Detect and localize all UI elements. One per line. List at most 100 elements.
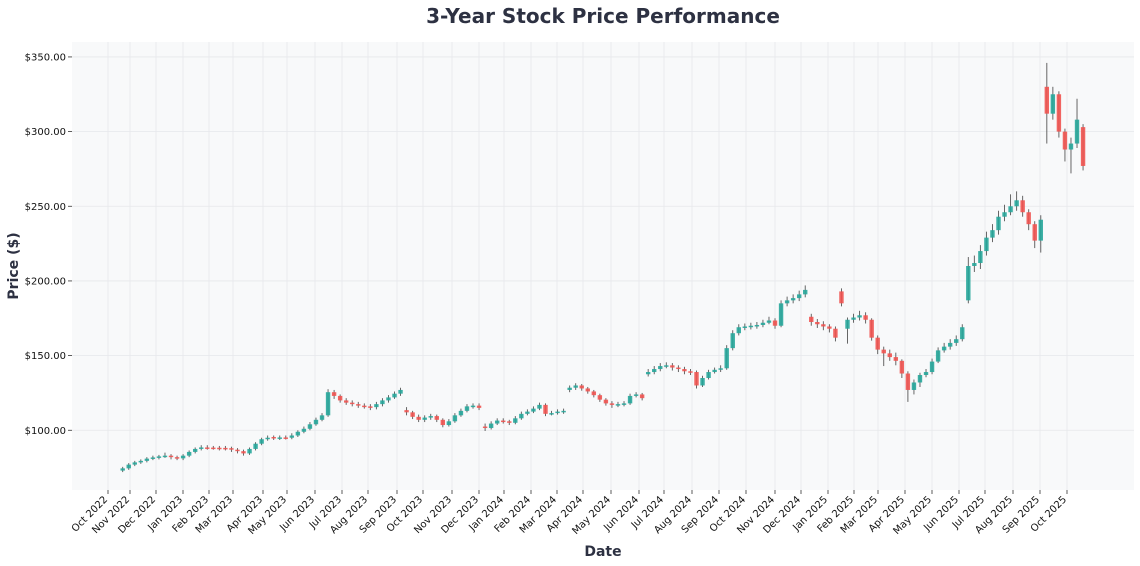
candle-body xyxy=(1050,94,1056,114)
candle xyxy=(525,409,530,416)
y-tick-label: $300.00 xyxy=(25,127,66,138)
candle xyxy=(851,313,856,323)
candle-body xyxy=(1068,143,1074,150)
candle-body xyxy=(917,375,923,383)
candle-body xyxy=(307,424,313,429)
candle-body xyxy=(567,387,572,390)
candle-body xyxy=(217,447,222,450)
candle xyxy=(380,398,385,407)
candle xyxy=(833,326,838,342)
candle xyxy=(434,414,439,423)
candle xyxy=(241,449,246,456)
candle-body xyxy=(784,300,790,304)
candle-body xyxy=(796,294,802,299)
candle xyxy=(1032,221,1037,249)
candle xyxy=(337,394,343,403)
candle xyxy=(186,450,192,458)
candle-body xyxy=(1080,127,1086,166)
candle xyxy=(120,466,125,473)
candle-body xyxy=(1032,224,1037,241)
candle xyxy=(458,408,464,417)
candle xyxy=(706,369,711,380)
candle-body xyxy=(386,397,391,401)
candle-body xyxy=(954,339,959,343)
candle xyxy=(990,224,995,243)
candle xyxy=(507,419,512,426)
candle xyxy=(180,454,186,461)
candle xyxy=(452,413,458,423)
candle xyxy=(482,423,488,432)
y-tick-label: $200.00 xyxy=(25,276,66,287)
candle xyxy=(555,409,560,415)
candle-body xyxy=(440,419,446,426)
candle xyxy=(1026,209,1031,231)
candle-body xyxy=(990,230,995,238)
candle xyxy=(253,442,258,451)
candle xyxy=(416,414,421,423)
candle xyxy=(694,370,699,389)
candle xyxy=(682,366,687,375)
candle xyxy=(211,445,216,450)
candle-body xyxy=(1056,94,1062,132)
candle-body xyxy=(132,462,137,465)
candle-body xyxy=(356,404,361,406)
candle xyxy=(730,330,735,351)
candle-body xyxy=(434,416,439,420)
candle xyxy=(368,404,373,411)
candle-body xyxy=(772,320,778,326)
candle xyxy=(289,433,295,440)
candle-body xyxy=(966,266,971,301)
candle xyxy=(531,406,536,414)
candle-body xyxy=(428,416,433,418)
candle-body xyxy=(585,388,590,392)
candle-body xyxy=(168,455,174,458)
candle-body xyxy=(150,457,156,459)
candle-body xyxy=(362,405,367,408)
candle xyxy=(712,367,717,374)
candle-body xyxy=(863,315,868,320)
candle-body xyxy=(531,408,536,412)
candle xyxy=(809,313,814,326)
candle-body xyxy=(615,404,621,406)
candle-body xyxy=(422,417,427,420)
candle xyxy=(960,324,965,342)
candle xyxy=(265,435,270,441)
candle-body xyxy=(754,324,760,327)
candle-body xyxy=(597,395,603,400)
candle-body xyxy=(996,216,1001,231)
candle-body xyxy=(325,392,331,416)
candle xyxy=(537,402,542,411)
candle-body xyxy=(809,316,814,322)
candle-body xyxy=(374,404,379,408)
candle xyxy=(162,452,168,458)
candle xyxy=(150,455,156,461)
candle-body xyxy=(331,392,337,396)
candle-body xyxy=(174,457,180,459)
candle-body xyxy=(736,327,741,334)
candle xyxy=(700,375,705,387)
candle-body xyxy=(211,447,216,450)
candle xyxy=(422,415,427,423)
candle xyxy=(742,323,748,331)
candle-body xyxy=(392,393,397,398)
candle-body xyxy=(778,303,784,326)
candle xyxy=(869,318,874,341)
candle xyxy=(277,435,282,440)
candle-body xyxy=(543,404,548,414)
candle-body xyxy=(295,431,301,436)
candle xyxy=(446,419,452,427)
candles xyxy=(120,62,1086,473)
candle-body xyxy=(1014,200,1019,207)
candle-body xyxy=(501,420,506,423)
candle xyxy=(1020,195,1025,217)
candle-body xyxy=(513,418,518,423)
candle-body xyxy=(488,423,494,429)
candle xyxy=(199,445,204,451)
candle xyxy=(488,421,494,430)
candle-body xyxy=(839,291,844,304)
candle xyxy=(1080,124,1086,171)
candle-body xyxy=(929,361,935,373)
candle-body xyxy=(664,365,669,367)
candle xyxy=(766,316,772,325)
candle-body xyxy=(639,394,645,399)
